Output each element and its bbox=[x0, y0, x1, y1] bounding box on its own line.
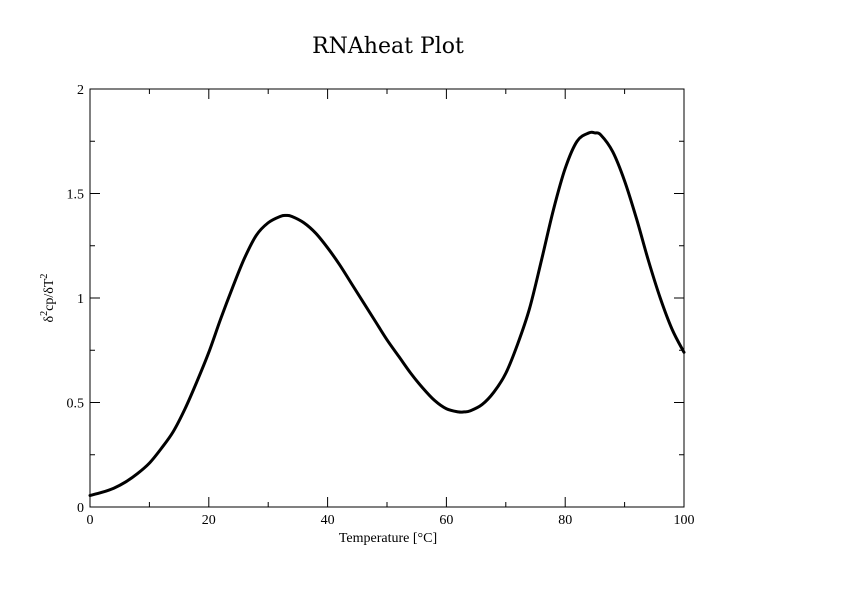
y-axis-label-sup2: 2 bbox=[39, 274, 50, 279]
y-tick-label: 0 bbox=[77, 501, 84, 516]
x-tick-label: 20 bbox=[202, 513, 216, 528]
plot-area bbox=[88, 130, 686, 497]
series-line bbox=[88, 130, 686, 497]
y-tick-label: 2 bbox=[77, 83, 84, 98]
axes: 0 20 40 60 80 100 0 0.5 1 1.5 2 bbox=[67, 83, 695, 528]
x-tick-label: 0 bbox=[87, 513, 94, 528]
chart-title: RNAheat Plot bbox=[312, 34, 464, 59]
x-tick-label: 100 bbox=[674, 513, 695, 528]
y-axis-label-delta1: δ bbox=[42, 315, 57, 322]
x-tick-label: 80 bbox=[558, 513, 572, 528]
x-tick-label: 60 bbox=[439, 513, 453, 528]
x-axis-label: Temperature [°C] bbox=[339, 531, 437, 546]
y-tick-label: 1 bbox=[77, 292, 84, 307]
y-axis-label: δ2cp/δT2 bbox=[39, 274, 57, 323]
x-tick-label: 40 bbox=[321, 513, 335, 528]
y-axis-label-mid: cp/δT bbox=[42, 278, 57, 311]
y-axis-label-sup1: 2 bbox=[39, 311, 50, 316]
y-tick-label: 0.5 bbox=[67, 397, 85, 412]
plot-frame bbox=[89, 88, 685, 508]
y-tick-label: 1.5 bbox=[67, 188, 85, 203]
